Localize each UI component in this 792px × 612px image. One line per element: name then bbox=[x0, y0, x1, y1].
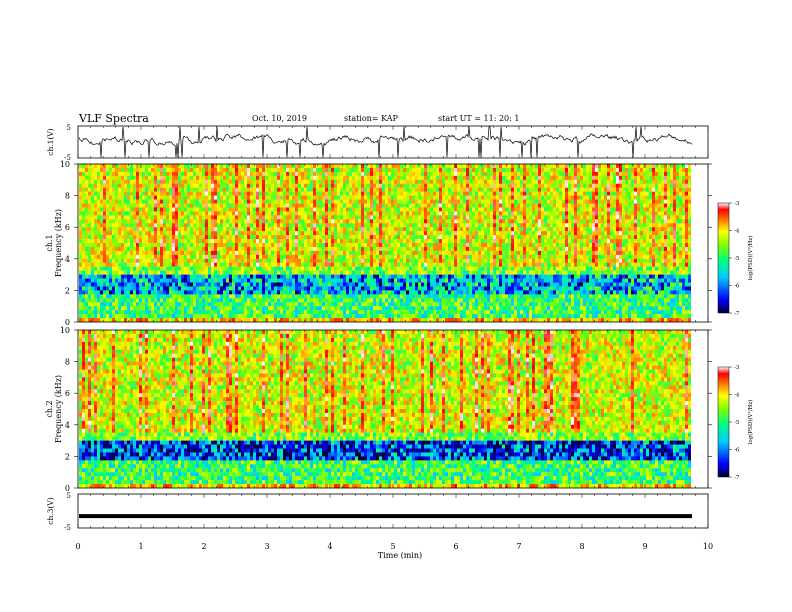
ch3-waveform-ylabel: ch.3(V) bbox=[46, 497, 55, 525]
ch1-waveform-panel: 5 -5 ch.1(V) bbox=[46, 124, 709, 162]
figure-title: VLF Spectra bbox=[79, 112, 149, 125]
time-tick-label-6: 6 bbox=[453, 542, 458, 551]
time-tick-label-5: 5 bbox=[390, 542, 395, 551]
ch1-spectrogram-ylabel-a: ch.1 bbox=[45, 234, 54, 251]
ch1-spectrogram-image bbox=[79, 164, 708, 323]
time-tick-label-2: 2 bbox=[201, 542, 206, 551]
time-tick-label-10: 10 bbox=[703, 542, 713, 551]
ch2-colorbar: -3 -4 -5 -6 -7 log(PSD)(V²/Hz) bbox=[717, 365, 754, 481]
time-tick-label-4: 4 bbox=[327, 542, 332, 551]
ch2-spectrogram-ylabel-b: Frequency (kHz) bbox=[54, 375, 63, 443]
ch1-spectrogram-ylabel-b: Frequency (kHz) bbox=[54, 209, 63, 277]
start-time-label: start UT = 11: 20: 1 bbox=[438, 114, 520, 123]
ch2-colorbar-label: log(PSD)(V²/Hz) bbox=[747, 400, 754, 445]
ch2-ytick-label-5: 10 bbox=[60, 326, 70, 335]
ch1-ytick-label-1: 2 bbox=[65, 286, 70, 295]
ch3-ytick-bottom: -5 bbox=[64, 524, 71, 532]
ch1-ytick-label-0: 0 bbox=[65, 318, 70, 327]
ch2-ytick-label-1: 2 bbox=[65, 452, 70, 461]
ch1-waveform-frame bbox=[77, 125, 709, 159]
ch1-cb-tick-label-2: -5 bbox=[734, 256, 740, 262]
time-axis: 0 1 2 3 4 5 6 7 8 9 10 bbox=[75, 126, 713, 551]
ch1-cb-tick-label-4: -7 bbox=[734, 311, 740, 317]
ch2-cb-tick-label-0: -3 bbox=[734, 365, 740, 371]
time-tick-label-3: 3 bbox=[264, 542, 269, 551]
ch2-cb-tick-label-4: -7 bbox=[734, 475, 740, 481]
ch1-ytick-bottom: -5 bbox=[64, 154, 71, 162]
ch1-cb-tick-label-0: -3 bbox=[734, 201, 740, 207]
ch1-ytick-label-4: 8 bbox=[65, 192, 70, 201]
station-label: station= KAP bbox=[344, 114, 398, 123]
ch3-ytick-top: 5 bbox=[67, 492, 71, 500]
ch2-ytick-label-0: 0 bbox=[65, 484, 70, 493]
ch3-waveform-panel: 5 -5 ch.3(V) bbox=[46, 492, 709, 532]
ch2-spectrogram-image bbox=[79, 330, 708, 489]
time-tick-label-9: 9 bbox=[642, 542, 647, 551]
ch1-ytick-label-3: 6 bbox=[65, 223, 70, 232]
time-tick-label-8: 8 bbox=[579, 542, 584, 551]
ch1-colorbar-gradient bbox=[717, 202, 730, 314]
ch2-cb-tick-label-1: -4 bbox=[734, 393, 740, 399]
ch1-waveform-line bbox=[78, 126, 693, 158]
ch1-ytick-label-2: 4 bbox=[65, 255, 70, 264]
ch3-waveform-frame bbox=[77, 493, 709, 529]
ch2-ytick-label-4: 8 bbox=[65, 358, 70, 367]
ch1-ytick-top: 5 bbox=[67, 124, 71, 132]
ch2-colorbar-gradient bbox=[717, 366, 730, 478]
time-axis-label: Time (min) bbox=[378, 551, 422, 560]
ch2-spectrogram-panel: 0 2 4 6 8 10 ch.2 Frequency (kHz) bbox=[45, 326, 712, 493]
time-tick-label-7: 7 bbox=[516, 542, 521, 551]
ch2-ytick-label-2: 4 bbox=[65, 421, 70, 430]
ch2-spectrogram-ylabel-a: ch.2 bbox=[45, 400, 54, 417]
ch1-colorbar: -3 -4 -5 -6 -7 log(PSD)(V²/Hz) bbox=[717, 201, 754, 317]
ch2-cb-tick-label-3: -6 bbox=[734, 448, 740, 454]
ch1-spectrogram-panel: 0 2 4 6 8 10 ch.1 Frequency (kHz) bbox=[45, 160, 712, 327]
time-tick-label-0: 0 bbox=[75, 542, 80, 551]
ch2-cb-tick-label-2: -5 bbox=[734, 420, 740, 426]
ch1-ytick-label-5: 10 bbox=[60, 160, 70, 169]
ch1-cb-tick-label-3: -6 bbox=[734, 284, 740, 290]
ch1-waveform-ylabel: ch.1(V) bbox=[46, 128, 55, 156]
time-tick-label-1: 1 bbox=[138, 542, 143, 551]
ch1-colorbar-label: log(PSD)(V²/Hz) bbox=[747, 236, 754, 281]
date-label: Oct. 10, 2019 bbox=[252, 114, 307, 123]
ch1-cb-tick-label-1: -4 bbox=[734, 229, 740, 235]
ch2-ytick-label-3: 6 bbox=[65, 389, 70, 398]
